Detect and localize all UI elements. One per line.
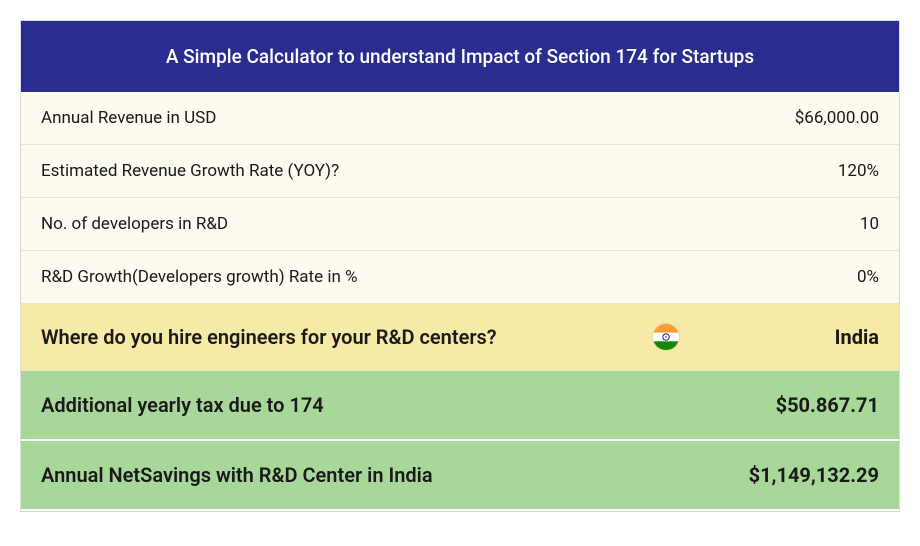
row-value[interactable]: 0% — [719, 267, 879, 287]
row-rd-growth: R&D Growth(Developers growth) Rate in % … — [21, 251, 899, 304]
row-label: Annual Revenue in USD — [41, 108, 719, 128]
row-label: Where do you hire engineers for your R&D… — [41, 325, 653, 349]
calculator-table: A Simple Calculator to understand Impact… — [20, 20, 900, 512]
row-label: No. of developers in R&D — [41, 214, 719, 234]
row-label: Additional yearly tax due to 174 — [41, 393, 719, 417]
flag-cell: India — [653, 324, 879, 350]
row-additional-tax: Additional yearly tax due to 174 $50.867… — [21, 371, 899, 441]
row-revenue-growth: Estimated Revenue Growth Rate (YOY)? 120… — [21, 145, 899, 198]
row-value[interactable]: 120% — [719, 161, 879, 181]
row-hire-location: Where do you hire engineers for your R&D… — [21, 304, 899, 371]
row-value: $1,149,132.29 — [719, 463, 879, 487]
row-value: $50.867.71 — [719, 393, 879, 417]
header-title: A Simple Calculator to understand Impact… — [166, 45, 754, 68]
row-annual-revenue: Annual Revenue in USD $66,000.00 — [21, 92, 899, 145]
row-value[interactable]: India — [719, 325, 879, 349]
row-label: R&D Growth(Developers growth) Rate in % — [41, 267, 719, 287]
row-value[interactable]: 10 — [719, 214, 879, 234]
row-value[interactable]: $66,000.00 — [719, 108, 879, 128]
row-label: Estimated Revenue Growth Rate (YOY)? — [41, 161, 719, 181]
row-net-savings: Annual NetSavings with R&D Center in Ind… — [21, 441, 899, 511]
row-developers-count: No. of developers in R&D 10 — [21, 198, 899, 251]
table-header: A Simple Calculator to understand Impact… — [21, 21, 899, 92]
india-flag-icon — [653, 324, 679, 350]
row-label: Annual NetSavings with R&D Center in Ind… — [41, 463, 719, 487]
